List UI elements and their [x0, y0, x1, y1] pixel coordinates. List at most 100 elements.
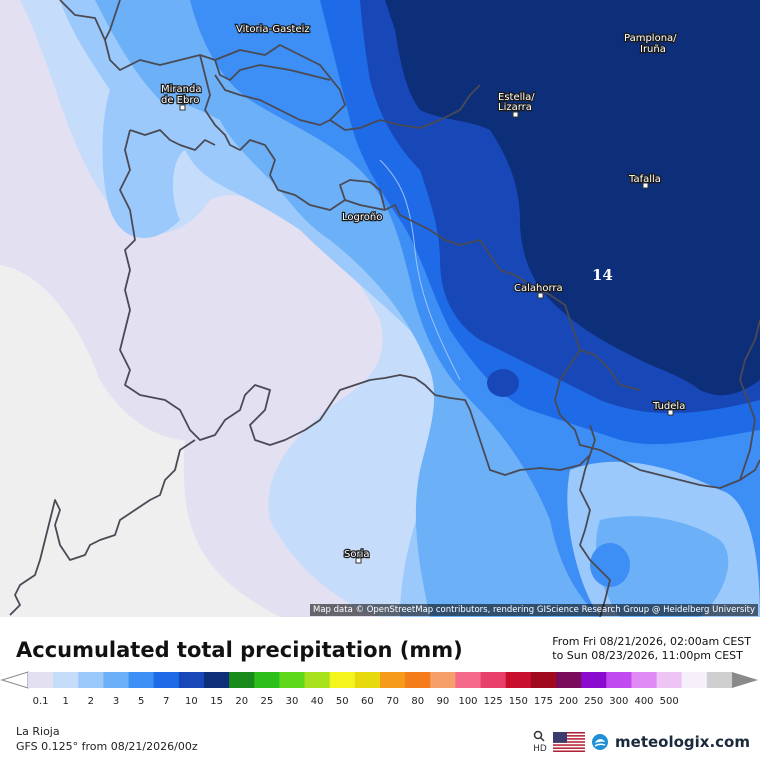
legend-swatch [103, 672, 130, 688]
legend-label: 3 [113, 696, 119, 707]
meteologix-logo-icon [592, 734, 609, 750]
legend-label: 7 [163, 696, 169, 707]
precip-pocket-se [590, 543, 630, 587]
legend-swatch [480, 672, 507, 688]
magnifier-icon [533, 730, 545, 742]
legend-arrow-left [0, 671, 29, 689]
legend-label: 200 [559, 696, 578, 707]
city-label-estella-1: Estella/ [498, 92, 535, 103]
legend-swatch [354, 672, 381, 688]
city-markers [179, 104, 674, 564]
legend-label: 2 [88, 696, 94, 707]
hd-toggle[interactable]: HD [533, 730, 547, 754]
city-label-logrono: Logroño [342, 212, 382, 223]
city-dot-estella [512, 111, 519, 118]
legend-label: 70 [386, 696, 399, 707]
legend-swatch [405, 672, 431, 688]
legend-swatch [304, 672, 331, 688]
legend-swatch [279, 672, 306, 688]
legend-label: 500 [660, 696, 679, 707]
legend-swatch [681, 672, 708, 688]
city-label-vitoria: Vitoria-Gasteiz [236, 24, 310, 35]
hd-label: HD [533, 744, 547, 754]
precipitation-map[interactable]: Vitoria-Gasteiz Pamplona/ Iruña Miranda … [0, 0, 760, 617]
model-label: GFS 0.125° from 08/21/2026/00z [16, 740, 198, 753]
legend-swatch [631, 672, 658, 688]
legend-label: 150 [509, 696, 528, 707]
footer-controls: HD meteologix.com [533, 730, 750, 754]
city-label-miranda-1: Miranda [161, 84, 201, 95]
legend-label: 15 [210, 696, 223, 707]
city-label-estella-2: Lizarra [498, 102, 532, 113]
legend-arrow-right [732, 672, 758, 688]
legend-swatch [128, 672, 155, 688]
city-label-pamplona-1: Pamplona/ [624, 33, 677, 44]
city-label-miranda-2: de Ebro [161, 95, 199, 106]
legend-label: 400 [634, 696, 653, 707]
city-label-soria: Soria [344, 549, 369, 560]
legend-label: 25 [260, 696, 273, 707]
legend-label: 10 [185, 696, 198, 707]
precip-band-15 [385, 0, 760, 396]
legend-swatch [706, 672, 733, 688]
city-dot-tudela [667, 409, 674, 416]
max-value-label: 14 [592, 266, 613, 284]
time-range: From Fri 08/21/2026, 02:00am CEST to Sun… [552, 635, 751, 663]
legend-label: 125 [484, 696, 503, 707]
legend-label: 90 [436, 696, 449, 707]
legend-label: 175 [534, 696, 553, 707]
legend-swatch [78, 672, 104, 688]
legend-label: 50 [336, 696, 349, 707]
legend-swatch [430, 672, 456, 688]
precip-pocket-10 [487, 369, 519, 397]
range-to: to Sun 08/23/2026, 11:00pm CEST [552, 649, 743, 662]
city-dot-soria [355, 557, 362, 564]
legend-label: 5 [138, 696, 144, 707]
legend-label: 20 [235, 696, 248, 707]
city-dot-tafalla [642, 182, 649, 189]
legend-swatch [28, 672, 54, 688]
legend-swatch [556, 672, 582, 688]
city-label-tudela: Tudela [652, 401, 685, 412]
legend-swatch [229, 672, 255, 688]
us-flag-icon[interactable] [553, 732, 586, 752]
legend-swatch [530, 672, 557, 688]
no-data-area [0, 265, 280, 617]
legend-swatch [380, 672, 406, 688]
contour-line [379, 159, 461, 381]
city-dot-calahorra [537, 292, 544, 299]
map-attribution: Map data © OpenStreetMap contributors, r… [310, 604, 758, 616]
legend-label: 80 [411, 696, 424, 707]
legend-swatch [53, 672, 79, 688]
color-legend: 0.1 1 2 3 5 7 10 15 20 25 30 40 50 60 70 80 90 100 125 150 1… [0, 670, 760, 710]
legend-swatch [204, 672, 230, 688]
legend-swatch [329, 672, 356, 688]
legend-swatch [581, 672, 607, 688]
region-label: La Rioja [16, 725, 60, 738]
legend-label: 100 [458, 696, 477, 707]
city-label-tafalla: Tafalla [628, 174, 661, 185]
legend-swatch [606, 672, 632, 688]
city-label-pamplona-2: Iruña [640, 44, 666, 55]
admin-borders [9, 0, 760, 617]
precip-band-3-se [596, 516, 729, 617]
legend-swatch [153, 672, 180, 688]
range-from: From Fri 08/21/2026, 02:00am CEST [552, 635, 751, 648]
legend-label: 0.1 [33, 696, 49, 707]
brand-name[interactable]: meteologix.com [615, 733, 750, 751]
legend-label: 60 [361, 696, 374, 707]
legend-label: 1 [63, 696, 69, 707]
legend-swatch [505, 672, 532, 688]
footer-info: La Rioja GFS 0.125° from 08/21/2026/00z [16, 724, 198, 754]
legend-label: 250 [584, 696, 603, 707]
legend-label: 300 [609, 696, 628, 707]
legend-swatch [455, 672, 482, 688]
legend-swatch [254, 672, 280, 688]
map-canvas: Vitoria-Gasteiz Pamplona/ Iruña Miranda … [0, 0, 760, 617]
chart-title: Accumulated total precipitation (mm) [16, 638, 463, 662]
legend-label: 40 [311, 696, 324, 707]
city-dot-miranda [179, 104, 186, 111]
city-label-calahorra: Calahorra [514, 283, 563, 294]
legend-swatch [178, 672, 205, 688]
legend-swatch [656, 672, 683, 688]
